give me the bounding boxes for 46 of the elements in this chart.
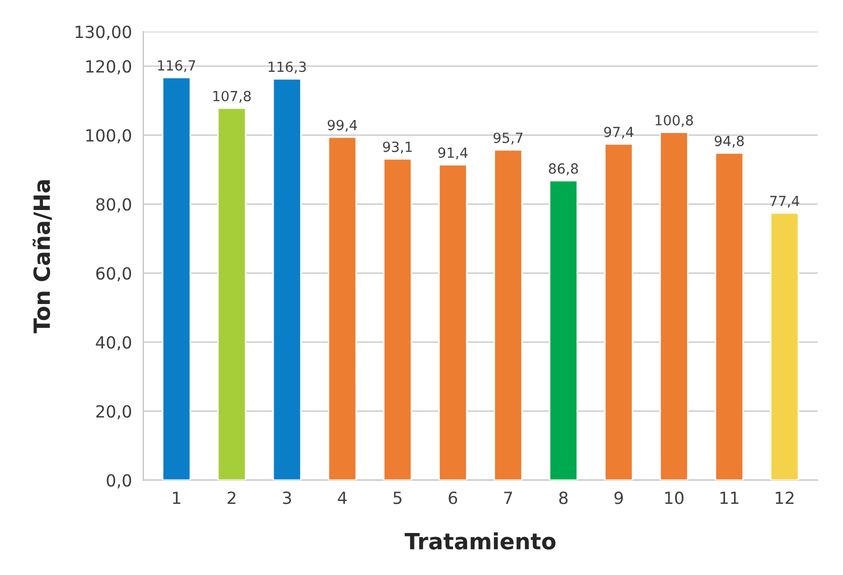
- y-axis-title: Ton Caña/Ha: [32, 180, 52, 334]
- bar: [383, 158, 412, 480]
- x-axis-title: Tratamiento: [404, 532, 556, 550]
- x-tick-label: 10: [665, 492, 684, 504]
- x-tick-label: 3: [283, 492, 291, 504]
- x-tick-label: 5: [394, 492, 402, 504]
- x-tick-label: 8: [559, 492, 568, 504]
- data-label: 77,4: [770, 196, 800, 208]
- data-label: 100,8: [656, 115, 693, 127]
- bar: [438, 164, 468, 480]
- bar: [162, 76, 191, 480]
- bar: [494, 149, 523, 480]
- data-label: 99,4: [328, 120, 357, 132]
- data-label: 91,4: [438, 147, 468, 160]
- y-tick-label: 120,0: [86, 60, 132, 74]
- data-label: 94,8: [714, 136, 744, 148]
- data-label: 107,8: [213, 90, 251, 103]
- bar: [604, 143, 634, 480]
- x-tick-label: 6: [448, 492, 458, 504]
- bar: [548, 180, 578, 480]
- bar: [659, 132, 688, 480]
- x-tick-label: 12: [776, 492, 794, 504]
- x-tick-label: 7: [504, 492, 512, 504]
- bar: [328, 136, 357, 480]
- y-tick-label: 20,0: [96, 405, 132, 420]
- bar: [217, 108, 246, 480]
- y-tick-label: 100,0: [86, 129, 132, 144]
- x-tick-label: 2: [228, 492, 236, 504]
- x-tick-label: 1: [173, 492, 180, 504]
- x-tick-label: 11: [720, 492, 738, 504]
- bar: [272, 78, 302, 480]
- bar: [770, 212, 800, 480]
- data-label: 97,4: [604, 126, 634, 139]
- y-tick-label: 130,00: [76, 26, 132, 40]
- x-tick-label: 4: [338, 492, 347, 504]
- y-tick-label: 80,0: [96, 198, 132, 212]
- data-label: 116,7: [158, 60, 196, 72]
- data-label: 86,8: [548, 163, 578, 176]
- y-tick-label: 0,0: [106, 474, 132, 488]
- x-tick-label: 9: [614, 492, 623, 504]
- data-label: 116,3: [268, 62, 306, 74]
- data-label: 95,7: [494, 132, 522, 145]
- bar: [714, 152, 744, 480]
- y-tick-label: 60,0: [96, 267, 132, 282]
- y-tick-label: 40,0: [96, 336, 132, 350]
- data-label: 93,1: [383, 142, 412, 154]
